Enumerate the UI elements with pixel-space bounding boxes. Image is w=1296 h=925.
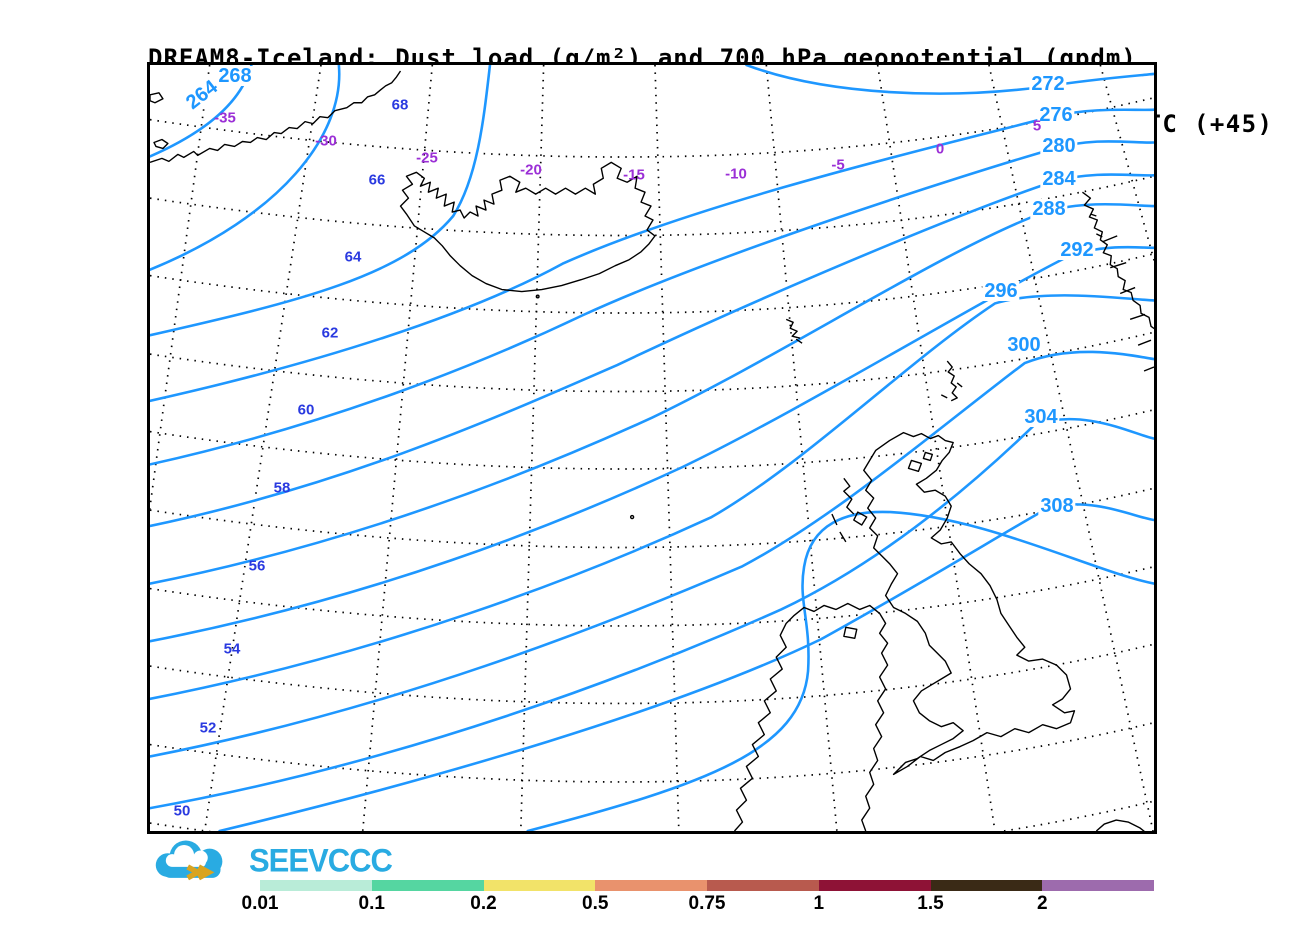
coastline-orkney-islands [907, 451, 934, 473]
geopotential-contour-268 [150, 65, 341, 271]
dust-load-tick-label: 0.75 [688, 893, 726, 914]
geopotential-contour-284 [150, 173, 1154, 528]
dust-load-colorbar-segment [260, 880, 372, 891]
geopotential-contour-264 [150, 65, 253, 158]
geopotential-contour-292 [150, 245, 1154, 643]
cloud-logo-icon [155, 840, 223, 881]
geopotential-contour-280 [150, 140, 1154, 466]
coastline-greenland-islet [153, 138, 169, 150]
coastline-hebrides [831, 477, 868, 543]
coastline-norway [1082, 191, 1154, 372]
coastline-france [1095, 819, 1145, 831]
geopotential-contour-304 [150, 417, 1154, 810]
seevccc-logo: SEEVCCC [149, 835, 393, 887]
geopotential-contour-288 [150, 202, 1154, 585]
map-panel: 264 268 272 276 280 284 288 292 296 300 304 308 -35-… [147, 62, 1157, 834]
dust-load-tick-label: 0.2 [470, 893, 497, 914]
geopotential-contour-296 [150, 294, 1154, 701]
dust-load-colorbar-segment [707, 880, 819, 891]
dust-load-colorbar-segment [483, 880, 596, 891]
coastline-rockall-islet [629, 514, 635, 520]
dust-load-tick-label: 0.1 [358, 893, 385, 914]
coastline-ireland [733, 602, 889, 831]
coastlines [150, 70, 1154, 831]
dust-load-tick-label: 0.5 [582, 893, 609, 914]
dust-load-colorbar-segment [371, 880, 484, 891]
dust-load-colorbar [260, 880, 1154, 891]
dust-load-colorbar-segment [595, 880, 707, 891]
coastline-greenland-islet [150, 92, 164, 104]
geopotential-contour-272-west [150, 65, 492, 337]
geopotential-contour-276 [150, 108, 1154, 403]
dust-load-colorbar-segment [930, 880, 1043, 891]
coastline-vestmannaeyjar-islet [535, 294, 540, 299]
dust-load-colorbar-ticks: 0.01 0.1 0.2 0.5 0.75 1 1.5 2 [242, 893, 1154, 917]
coastline-iceland [399, 161, 656, 293]
dust-load-colorbar-segment [818, 880, 931, 891]
logo-wordmark: SEEVCCC [249, 842, 393, 879]
dust-load-colorbar-segment [1042, 880, 1154, 891]
coastline-lough-neagh [843, 626, 858, 639]
geopotential-contours [150, 65, 1154, 831]
coastline-shetland-islands [940, 360, 963, 402]
coastline-great-britain [863, 431, 1076, 776]
geopotential-contour-300 [150, 350, 1154, 758]
dust-load-tick-label: 2 [1036, 893, 1048, 914]
graticule-grid [150, 65, 1154, 831]
dust-load-tick-label: 1.5 [917, 893, 944, 914]
dust-load-tick-label: 1 [813, 893, 825, 914]
dust-load-tick-label: 0.01 [241, 893, 279, 914]
geopotential-contour-312 [526, 510, 1154, 831]
coastline-faroe-islands [785, 318, 803, 344]
geopotential-contour-272 [745, 65, 1154, 95]
contour-map-canvas [150, 65, 1154, 831]
coastline-greenland [150, 70, 402, 164]
